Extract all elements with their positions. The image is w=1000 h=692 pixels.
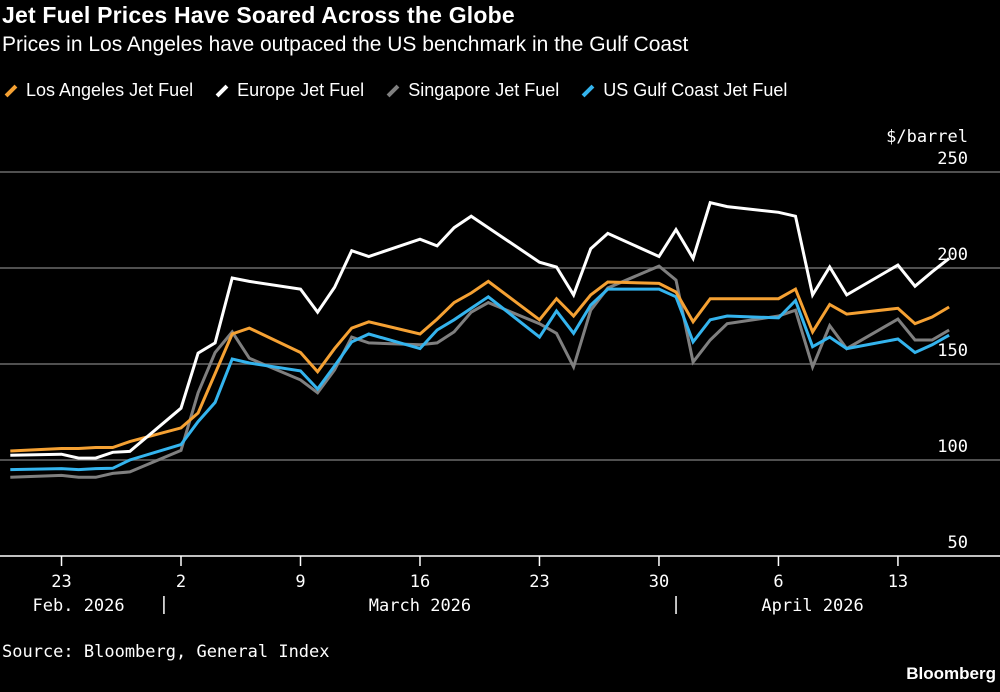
legend-label: Europe Jet Fuel <box>237 80 365 100</box>
x-tick-label: 13 <box>888 572 908 592</box>
legend-label: Los Angeles Jet Fuel <box>26 80 194 100</box>
y-tick-label: 250 <box>937 149 968 169</box>
y-tick-label: 100 <box>937 437 968 457</box>
y-tick-label: 200 <box>937 245 968 265</box>
source-note: Source: Bloomberg, General Index <box>2 642 330 662</box>
month-label: April 2026 <box>761 596 863 616</box>
legend-item-singapore: Singapore Jet Fuel <box>386 80 559 101</box>
bloomberg-logo: Bloomberg <box>906 664 996 683</box>
x-tick-label: 30 <box>649 572 669 592</box>
legend-label: US Gulf Coast Jet Fuel <box>603 80 788 100</box>
x-tick-label: 6 <box>773 572 783 592</box>
month-label: Feb. 2026 <box>33 596 125 616</box>
month-label: March 2026 <box>369 596 471 616</box>
series-line-singapore-jet-fuel <box>10 264 950 479</box>
y-tick-label: 150 <box>937 341 968 361</box>
legend-item-us-gulf-coast: US Gulf Coast Jet Fuel <box>581 80 787 101</box>
legend: Los Angeles Jet Fuel Europe Jet Fuel Sin… <box>4 80 787 101</box>
x-tick-label: 9 <box>295 572 305 592</box>
series-line-los-angeles-jet-fuel <box>10 279 950 453</box>
chart-title: Jet Fuel Prices Have Soared Across the G… <box>2 2 515 28</box>
series-line-us-gulf-coast-jet-fuel <box>10 287 950 472</box>
legend-item-europe: Europe Jet Fuel <box>215 80 364 101</box>
x-tick-label: 16 <box>410 572 430 592</box>
x-tick-label: 23 <box>529 572 549 592</box>
x-tick-label: 23 <box>51 572 71 592</box>
series-line-europe-jet-fuel <box>10 200 951 460</box>
y-axis-unit: $/barrel <box>886 127 968 147</box>
chart-subtitle: Prices in Los Angeles have outpaced the … <box>2 33 689 56</box>
x-tick-label: 2 <box>176 572 186 592</box>
y-tick-label: 50 <box>948 533 968 553</box>
legend-label: Singapore Jet Fuel <box>408 80 560 100</box>
legend-item-los-angeles: Los Angeles Jet Fuel <box>4 80 193 101</box>
